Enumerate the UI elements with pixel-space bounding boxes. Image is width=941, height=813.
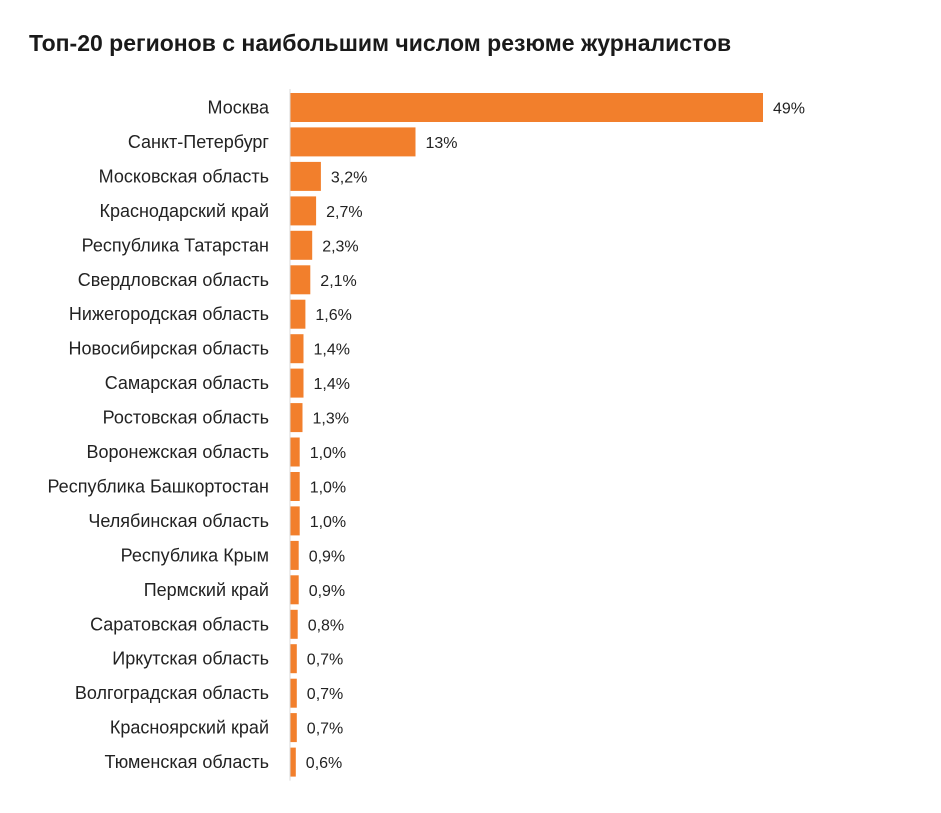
value-label: 13%: [426, 135, 458, 152]
category-label: Новосибирская область: [69, 339, 270, 359]
bar: [290, 196, 317, 226]
category-label: Пермский край: [144, 580, 269, 600]
category-label: Республика Башкортостан: [47, 477, 269, 497]
value-label: 0,9%: [309, 548, 345, 565]
value-label: 2,3%: [322, 238, 358, 255]
value-label: 1,4%: [314, 342, 350, 359]
bar: [290, 472, 300, 501]
bar: [290, 678, 297, 708]
value-label: 0,9%: [309, 583, 345, 600]
value-label: 1,0%: [310, 445, 346, 462]
category-label: Волгоградская область: [75, 683, 269, 703]
value-label: 2,1%: [320, 273, 356, 290]
category-label: Свердловская область: [78, 270, 269, 290]
bar: [290, 299, 306, 329]
category-label: Республика Крым: [121, 545, 269, 565]
value-label: 1,0%: [310, 480, 346, 497]
bar: [290, 609, 298, 639]
bar: [290, 265, 311, 295]
bar: [290, 506, 300, 536]
category-label: Красноярский край: [110, 718, 269, 738]
bar: [290, 747, 296, 777]
category-label: Санкт-Петербург: [128, 132, 270, 152]
bars-layer: Москва 49% Санкт-Петербург 13% Московская об…: [47, 93, 805, 777]
category-label: Саратовская область: [90, 614, 269, 634]
value-label: 0,7%: [307, 721, 343, 738]
bar: [290, 93, 763, 122]
bar: [290, 644, 297, 674]
bar: [290, 540, 299, 570]
bar: [290, 334, 304, 364]
bar: [290, 368, 304, 398]
bar: [290, 127, 416, 157]
category-label: Нижегородская область: [69, 304, 269, 324]
value-label: 0,7%: [307, 686, 343, 703]
bar: [290, 161, 321, 191]
category-label: Тюменская область: [104, 752, 269, 772]
value-label: 1,6%: [315, 307, 351, 324]
chart-title: Топ-20 регионов с наибольшим числом резю…: [29, 30, 732, 56]
value-label: 3,2%: [331, 169, 367, 186]
value-label: 1,3%: [313, 411, 349, 428]
category-label: Ростовская область: [103, 408, 269, 428]
category-label: Московская область: [99, 166, 269, 186]
value-label: 2,7%: [326, 204, 362, 221]
category-label: Краснодарский край: [99, 201, 269, 221]
value-label: 0,6%: [306, 755, 342, 772]
value-label: 0,8%: [308, 617, 344, 634]
bar: [290, 437, 300, 467]
category-label: Иркутская область: [112, 649, 269, 669]
bar: [290, 230, 313, 260]
bar: [290, 713, 297, 743]
value-label: 0,7%: [307, 652, 343, 669]
value-label: 49%: [773, 101, 805, 118]
value-label: 1,4%: [314, 376, 350, 393]
category-label: Челябинская область: [88, 511, 269, 531]
category-label: Республика Татарстан: [82, 235, 269, 255]
category-label: Самарская область: [105, 373, 269, 393]
category-label: Воронежская область: [86, 442, 269, 462]
category-label: Москва: [208, 98, 270, 118]
bar: [290, 575, 299, 605]
value-label: 1,0%: [310, 514, 346, 531]
bar: [290, 403, 303, 433]
